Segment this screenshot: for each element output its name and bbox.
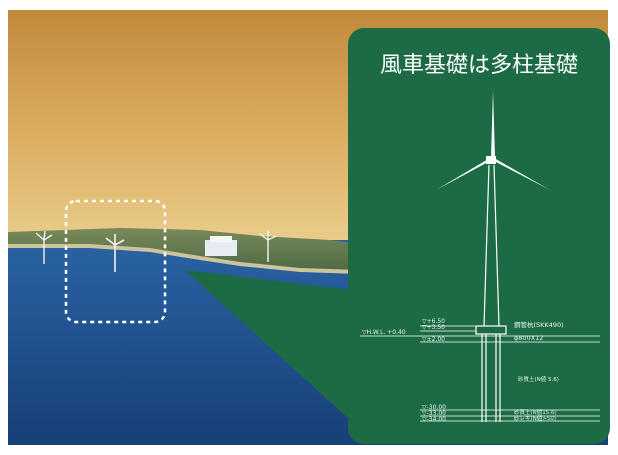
beach [8,244,360,274]
level-mid: ▽+3.50 [422,324,445,331]
soil-layer-3: 砂レキ(N値>50) [514,414,556,422]
photo-turbine-2 [105,234,125,272]
foundation-panel: 風車基礎は多柱基礎 [348,28,610,444]
photo-turbine-1 [35,230,53,264]
panel-background [348,28,610,444]
soil-layer-1: 砂質土(N値 5.6) [518,375,559,383]
highlight-box [64,199,167,324]
tower-left-edge [483,164,490,327]
blade-left [436,158,490,190]
shore-building-roof [210,236,232,242]
level-low: ▽±2.00 [422,336,445,343]
level-lines [360,325,600,422]
soil-layer-2: 砂質土(N値15.6) [514,408,557,416]
panel-title: 風車基礎は多柱基礎 [380,53,578,78]
level-d2: ▽-33.00 [422,410,446,417]
level-top: ▽+6.50 [422,318,445,325]
pile-spec-label: 鋼管杭(SKK490) [514,320,564,329]
blade-up [491,90,495,158]
shore-building [205,240,237,256]
turbine-diagram [436,90,550,422]
level-d1: ▽-30.00 [422,404,446,411]
photo-turbine-3 [259,230,277,262]
nacelle [486,156,496,164]
level-hwl: ▽H.W.L. +0.40 [362,329,406,336]
tower-right-edge [493,164,500,327]
pile-dim-label: φ800X12 [514,334,543,342]
blade-right [494,158,550,190]
pile-cap [475,325,507,335]
level-d3: ▽-34.00 [422,416,446,423]
callout-wedge [185,270,350,420]
